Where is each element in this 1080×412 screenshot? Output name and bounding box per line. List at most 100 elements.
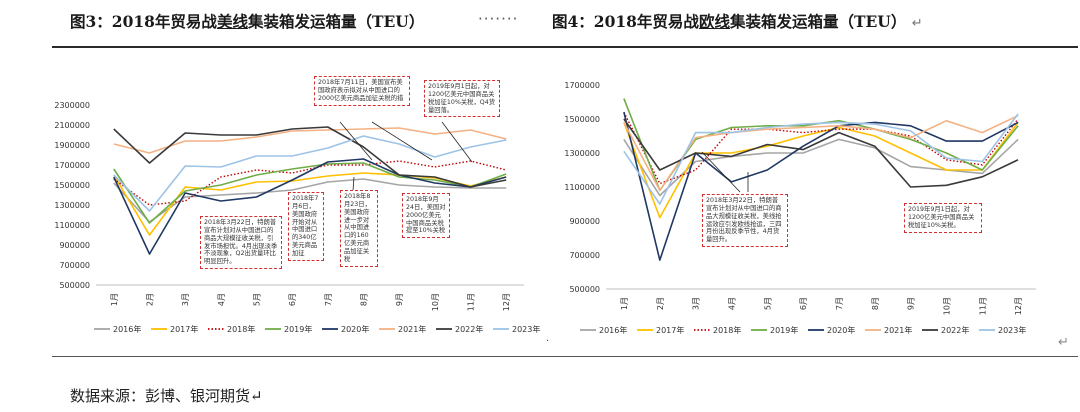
eu-xtick-label: 9月	[907, 297, 916, 310]
us-legend-label: 2016年	[113, 324, 141, 334]
us-ytick-label: 500000	[59, 281, 90, 290]
eu-xtick-label: 3月	[692, 297, 701, 310]
eu-series-line-2017年	[623, 121, 1019, 219]
us-legend-label: 2023年	[512, 324, 540, 334]
us-legend-label: 2018年	[227, 324, 255, 334]
fig4-title-underlined: 欧线	[698, 12, 730, 31]
us-series-line-2021年	[113, 127, 507, 154]
us-ytick-label: 1700000	[54, 161, 90, 170]
us-xtick-label: 6月	[288, 293, 297, 306]
note-eu-2: 2019年9月1日起，对1200亿美元中国商品关税加征10%关税。	[904, 203, 982, 233]
eu-xtick-label: 10月	[942, 297, 951, 315]
eu-xtick-label: 1月	[620, 297, 629, 310]
eu-ytick-label: 1100000	[564, 183, 600, 192]
eu-xtick-label: 12月	[1014, 297, 1023, 315]
fig4-title-suffix: 集装箱发运箱量（TEU）	[729, 12, 907, 31]
bottom-rule	[52, 356, 1078, 357]
note-us-2: 2018年7月6日，美国政府开始对从中国进口的340亿美元商品加征	[288, 192, 324, 261]
eu-series-line-2021年	[623, 114, 1019, 192]
chart-eu: 500000 700000 900000 1100000 1300000 1500000 1…	[552, 60, 1052, 350]
fig4-title: 图4：2018年贸易战欧线集装箱发运箱量（TEU） ↵	[552, 10, 923, 32]
eu-series-line-2023年	[623, 113, 1019, 205]
us-legend-label: 2021年	[398, 324, 426, 334]
us-legend-label: 2019年	[284, 324, 312, 334]
return-mark-right: ↵	[1058, 335, 1069, 350]
us-xtick-label: 8月	[360, 293, 369, 306]
us-series-line-2022年	[113, 126, 507, 188]
us-annotation-leader	[441, 121, 473, 163]
eu-ytick-label: 1700000	[564, 81, 600, 90]
eu-legend-label: 2023年	[998, 325, 1026, 335]
us-xtick-label: 1月	[110, 293, 119, 306]
eu-legend-label: 2016年	[599, 325, 627, 335]
eu-series-line-2020年	[623, 112, 1019, 261]
us-ytick-label: 1500000	[54, 181, 90, 190]
eu-xtick-label: 6月	[799, 297, 808, 310]
dot-mark: ·	[546, 336, 550, 347]
note-eu-1: 2018年3月22日，特朗普宣布计划对从中国进口的商品大规模征收关税，美线抢运效…	[702, 194, 788, 248]
us-xtick-label: 7月	[324, 293, 333, 306]
fig3-title-underlined: 美线	[216, 12, 248, 31]
us-xtick-label: 4月	[217, 293, 226, 306]
eu-xtick-label: 5月	[763, 297, 772, 310]
eu-ytick-label: 500000	[569, 285, 600, 294]
eu-annotation-leader	[701, 151, 741, 193]
eu-legend-label: 2019年	[770, 325, 798, 335]
eu-legend-label: 2022年	[941, 325, 969, 335]
eu-xtick-label: 4月	[727, 297, 736, 310]
note-us-4: 2018年9月24日，美国对2000亿美元中国商品关税提至10%关税	[402, 193, 450, 239]
us-ytick-label: 700000	[59, 261, 90, 270]
fig3-title-prefix: 图3：2018年贸易战	[70, 12, 217, 31]
us-annotation-leader	[339, 121, 373, 161]
note-us-1: 2018年3月22日，特朗普宣布计划对从中国进口的商品大规模征收关税，引发市场担…	[200, 216, 282, 270]
us-xtick-label: 9月	[395, 293, 404, 306]
data-source: 数据来源：彭博、银河期货↵	[70, 387, 263, 405]
title-bar: 图3：2018年贸易战美线集装箱发运箱量（TEU） ······· 图4：201…	[0, 0, 1080, 46]
eu-xtick-label: 2月	[656, 297, 665, 310]
note-us-6: 2019年9月1日起，对1200亿美元中国商品关税加征10%关税，Q4货量回落。	[424, 80, 500, 118]
us-ytick-label: 1300000	[54, 201, 90, 210]
note-us-3: 2018年8月23日，美国政府进一步对从中国进口的160亿美元商品加征关税	[340, 190, 378, 267]
title-dots: ·······	[478, 10, 519, 28]
eu-ytick-label: 1500000	[564, 115, 600, 124]
us-annotation-leader	[371, 121, 433, 161]
us-xtick-label: 10月	[431, 293, 440, 311]
fig4-title-prefix: 图4：2018年贸易战	[552, 12, 699, 31]
us-ytick-label: 1900000	[54, 141, 90, 150]
us-xtick-label: 3月	[181, 293, 190, 306]
chart-us-svg: 500000 700000 900000 1100000 1300000 1500000 1…	[54, 101, 540, 334]
eu-xtick-label: 7月	[835, 297, 844, 310]
fig3-title: 图3：2018年贸易战美线集装箱发运箱量（TEU）	[70, 10, 424, 32]
us-xtick-label: 5月	[253, 293, 262, 306]
us-xtick-label: 12月	[502, 293, 511, 311]
eu-xtick-label: 8月	[871, 297, 880, 310]
eu-legend-label: 2021年	[884, 325, 912, 335]
fig3-title-suffix: 集装箱发运箱量（TEU）	[247, 12, 425, 31]
us-series-line-2019年	[113, 162, 507, 224]
us-xtick-label: 11月	[467, 293, 476, 311]
us-series-line-2020年	[113, 158, 507, 255]
chart-eu-svg: 500000 700000 900000 1100000 1300000 1500000 1…	[564, 81, 1036, 335]
eu-legend-label: 2020年	[827, 325, 855, 335]
return-mark: ↵	[911, 16, 923, 31]
us-ytick-label: 1100000	[54, 221, 90, 230]
us-series-line-2023年	[113, 135, 507, 212]
us-ytick-label: 2300000	[54, 101, 90, 110]
us-legend-label: 2022年	[455, 324, 483, 334]
us-legend-label: 2017年	[170, 324, 198, 334]
eu-legend-label: 2017年	[656, 325, 684, 335]
us-ytick-label: 900000	[59, 241, 90, 250]
chart-us: 500000 700000 900000 1100000 1300000 1500000 1…	[52, 60, 542, 350]
eu-ytick-label: 700000	[569, 251, 600, 260]
eu-legend-label: 2018年	[713, 325, 741, 335]
us-ytick-label: 2100000	[54, 121, 90, 130]
note-us-5: 2018年7月11日，美国宣布美国政府表示拟对从中国进口的2000亿美元商品加征…	[314, 76, 410, 106]
eu-series-line-2022年	[623, 118, 1019, 188]
eu-ytick-label: 900000	[569, 217, 600, 226]
eu-series-line-2016年	[623, 138, 1019, 197]
eu-ytick-label: 1300000	[564, 149, 600, 158]
top-rule	[52, 46, 1078, 48]
eu-xtick-label: 11月	[978, 297, 987, 315]
us-legend-label: 2020年	[341, 324, 369, 334]
us-xtick-label: 2月	[146, 293, 155, 306]
